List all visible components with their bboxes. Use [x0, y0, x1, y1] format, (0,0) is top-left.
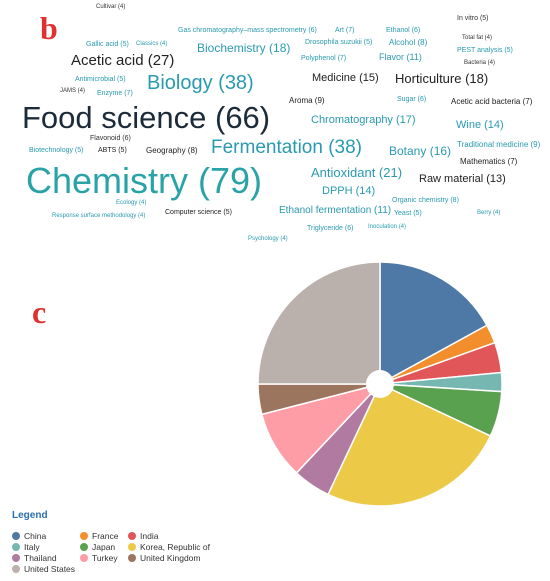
word-cloud-term: Triglyceride (6): [307, 225, 354, 232]
legend-title: Legend: [12, 510, 48, 521]
word-cloud-term: JAMS (4): [60, 88, 86, 94]
legend-swatch: [12, 554, 20, 562]
legend-label: Turkey: [92, 553, 118, 563]
word-cloud-term: Sugar (6): [397, 96, 427, 103]
legend-swatch: [80, 532, 88, 540]
word-cloud-term: Berry (4): [477, 210, 501, 216]
legend-label: Thailand: [24, 553, 57, 563]
word-cloud-term: Antioxidant (21): [311, 165, 403, 180]
word-cloud-term: Enzyme (7): [97, 90, 133, 97]
word-cloud-term: Chemistry (79): [26, 160, 263, 201]
legend-swatch: [12, 565, 20, 573]
word-cloud-term: Gallic acid (5): [86, 41, 129, 48]
word-cloud-term: Acetic acid bacteria (7): [451, 97, 533, 106]
word-cloud-term: Flavonoid (6): [90, 135, 131, 142]
word-cloud-term: Raw material (13): [419, 173, 506, 185]
legend-item: Japan: [80, 542, 128, 552]
word-cloud-term: Cultivar (4): [96, 4, 126, 10]
legend-label: Korea, Republic of: [140, 542, 210, 552]
legend-item: Thailand: [12, 553, 80, 563]
legend-item: United Kingdom: [128, 553, 238, 563]
word-cloud-term: Traditional medicine (9): [457, 140, 541, 149]
legend-item: India: [128, 531, 238, 541]
pie-center-hole: [366, 370, 394, 398]
word-cloud-term: Alcohol (8): [389, 38, 428, 47]
word-cloud-term: Medicine (15): [312, 72, 379, 84]
legend-label: United Kingdom: [140, 553, 201, 563]
word-cloud-term: Polyphenol (7): [301, 55, 347, 62]
word-cloud-term: ABTS (5): [98, 147, 127, 154]
word-cloud-term: Ecology (4): [116, 200, 147, 206]
legend-swatch: [80, 554, 88, 562]
legend: Legend China France India Italy Japan Korea, …: [12, 510, 252, 574]
legend-label: Japan: [92, 542, 116, 552]
pie-slice-korea-republic-of: [327, 383, 492, 507]
word-cloud-term: Yeast (5): [394, 210, 422, 217]
panel-c-label: c: [32, 294, 47, 330]
word-cloud-term: Mathematics (7): [460, 157, 518, 166]
word-cloud-term: Bacteria (4): [464, 60, 496, 66]
legend-item: China: [12, 531, 80, 541]
legend-label: France: [92, 531, 119, 541]
word-cloud-term: In vitro (5): [457, 15, 489, 22]
word-cloud-term: Fermentation (38): [211, 137, 363, 158]
word-cloud-term: Wine (14): [456, 119, 504, 131]
panel-b-label: b: [40, 10, 58, 46]
word-cloud: Cultivar (4) Gas chromatography–mass spec…: [0, 0, 550, 250]
legend-label: United States: [24, 564, 76, 574]
legend-swatch: [12, 543, 20, 551]
word-cloud-term: Aroma (9): [289, 96, 325, 105]
legend-label: Italy: [24, 542, 40, 552]
word-cloud-term: Computer science (5): [165, 209, 232, 216]
pie-slice-china: [379, 261, 488, 386]
legend-label: China: [24, 531, 47, 541]
word-cloud-term: PEST analysis (5): [457, 47, 513, 54]
word-cloud-term: DPPH (14): [322, 185, 376, 197]
pie-slice-united-states: [257, 261, 381, 385]
word-cloud-term: Drosophila suzukii (5): [305, 39, 373, 46]
pie-chart: [257, 261, 503, 507]
word-cloud-term: Ethanol fermentation (11): [279, 205, 392, 216]
legend-swatch: [128, 554, 136, 562]
word-cloud-term: Biology (38): [147, 72, 254, 94]
word-cloud-term: Horticulture (18): [395, 71, 489, 86]
word-cloud-term: Psychology (4): [248, 236, 288, 242]
legend-swatch: [80, 543, 88, 551]
legend-item: Turkey: [80, 553, 128, 563]
legend-item: United States: [12, 564, 80, 574]
legend-swatch: [128, 543, 136, 551]
word-cloud-term: Acetic acid (27): [71, 52, 175, 69]
legend-grid: China France India Italy Japan Korea, Republi…: [12, 531, 252, 574]
word-cloud-term: Response surface methodology (4): [52, 213, 146, 219]
legend-swatch: [128, 532, 136, 540]
legend-swatch: [12, 532, 20, 540]
word-cloud-term: Geography (8): [146, 146, 198, 155]
legend-item: France: [80, 531, 128, 541]
word-cloud-term: Biotechnology (5): [29, 147, 84, 154]
legend-label: India: [140, 531, 159, 541]
word-cloud-term: Gas chromatography–mass spectrometry (6): [178, 27, 317, 34]
word-cloud-term: Chromatography (17): [311, 114, 416, 126]
word-cloud-term: Botany (16): [389, 144, 452, 158]
word-cloud-term: Art (7): [335, 27, 355, 34]
legend-item: Italy: [12, 542, 80, 552]
legend-item: Korea, Republic of: [128, 542, 238, 552]
word-cloud-term: Total fat (4): [462, 35, 493, 41]
word-cloud-term: Classics (4): [136, 41, 168, 47]
word-cloud-term: Flavor (11): [379, 52, 422, 62]
word-cloud-term: Ethanol (6): [386, 27, 421, 34]
word-cloud-term: Food science (66): [22, 100, 271, 135]
word-cloud-term: Biochemistry (18): [197, 41, 291, 55]
word-cloud-term: Antimicrobial (5): [75, 76, 126, 83]
word-cloud-term: Inoculation (4): [368, 224, 407, 230]
word-cloud-term: Organic chemistry (8): [392, 197, 459, 204]
